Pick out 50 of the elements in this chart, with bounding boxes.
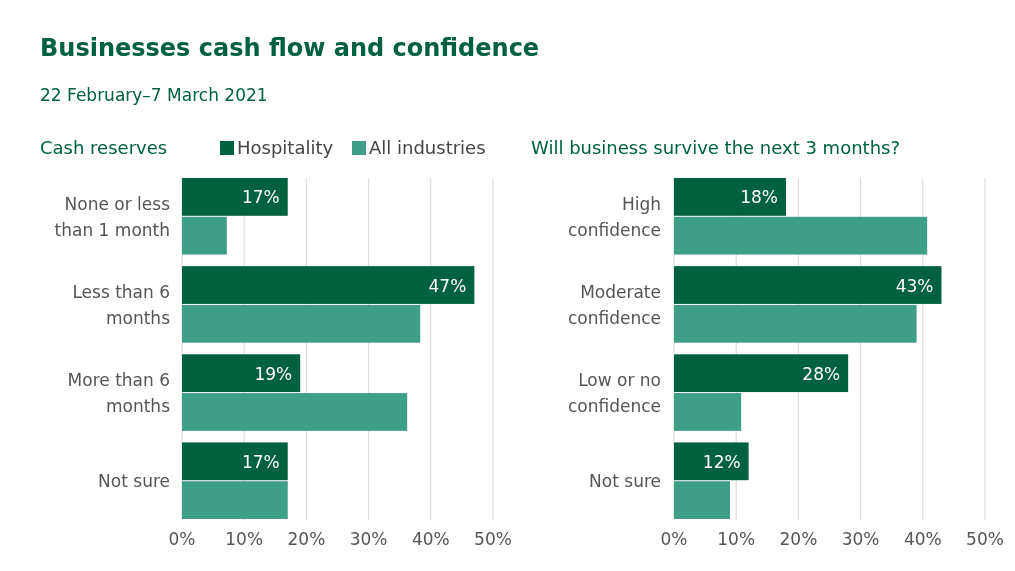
y-tick-label: Low or no confidence xyxy=(567,370,661,417)
x-tick-label: 0% xyxy=(660,529,688,549)
y-axis-title: Will business survive the next 3 months? xyxy=(531,137,900,158)
x-tick-label: 40% xyxy=(903,529,942,549)
data-label: 18% xyxy=(740,187,778,208)
x-tick-label: 50% xyxy=(966,529,1004,549)
chart-title: Businesses cash flow and confidence xyxy=(40,34,540,62)
bar xyxy=(674,354,849,393)
data-label: 47% xyxy=(428,275,467,296)
data-label: 17% xyxy=(241,187,280,208)
bar xyxy=(674,266,942,304)
bar xyxy=(182,354,301,393)
bar xyxy=(182,393,408,431)
y-tick-label: Not sure xyxy=(98,471,170,492)
bar xyxy=(674,481,730,519)
bar xyxy=(674,178,786,216)
x-tick-label: 20% xyxy=(779,529,818,549)
bar xyxy=(182,442,288,481)
x-tick-label: 10% xyxy=(717,529,756,549)
legend-label: All industries xyxy=(369,137,486,158)
legend-label: Hospitality xyxy=(237,137,334,158)
x-tick-label: 10% xyxy=(225,529,264,549)
chart-subtitle: 22 February–7 March 2021 xyxy=(40,85,268,105)
bar xyxy=(674,216,928,255)
bar xyxy=(182,266,475,304)
y-tick-label: Not sure xyxy=(589,471,661,492)
data-label: 12% xyxy=(702,451,741,472)
y-tick-label: None or less than 1 month xyxy=(54,193,171,240)
x-tick-label: 30% xyxy=(349,529,388,549)
data-label: 17% xyxy=(241,451,280,472)
bar xyxy=(182,304,421,343)
bar xyxy=(182,481,288,519)
bar xyxy=(674,393,742,431)
x-tick-label: 40% xyxy=(411,529,450,549)
x-tick-label: 0% xyxy=(168,529,196,549)
y-axis-title: Cash reserves xyxy=(40,137,168,158)
y-tick-label: High confidence xyxy=(567,193,661,240)
x-tick-label: 50% xyxy=(474,529,512,549)
data-label: 28% xyxy=(802,363,841,384)
x-tick-label: 30% xyxy=(841,529,880,549)
data-label: 43% xyxy=(895,275,934,296)
data-label: 19% xyxy=(254,363,293,384)
y-tick-label: Less than 6 months xyxy=(72,281,171,328)
bar xyxy=(674,304,917,343)
y-tick-label: More than 6 months xyxy=(67,370,171,417)
bar xyxy=(182,178,288,216)
bar xyxy=(674,442,749,481)
x-tick-label: 20% xyxy=(287,529,326,549)
y-tick-label: Moderate confidence xyxy=(567,281,661,328)
bar xyxy=(182,216,227,255)
